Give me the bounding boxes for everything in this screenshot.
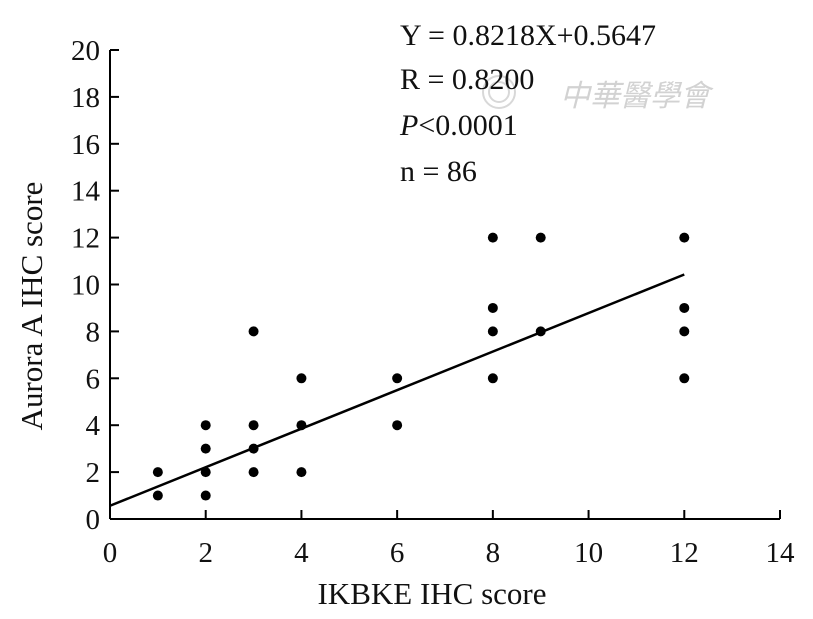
data-point [679,232,690,243]
data-point [679,326,690,337]
equation-annotation: Y = 0.8218X+0.5647 [400,19,656,52]
data-point [296,420,307,431]
data-point [535,326,546,337]
data-point [535,232,546,243]
y-tick-label: 2 [86,457,101,489]
data-point [200,443,211,454]
y-tick-label: 14 [71,176,101,208]
x-tick-label: 2 [198,537,213,569]
y-tick-label: 20 [71,35,100,67]
data-point [679,302,690,313]
data-point [248,443,259,454]
regression-line [109,273,685,507]
y-axis-label: Aurora A IHC score [14,182,49,431]
data-point [248,326,259,337]
x-ticks: 0 2 4 6 8 10 12 14 [103,510,795,569]
y-tick-label: 4 [86,410,101,442]
x-tick-label: 4 [294,537,309,569]
x-axis-label: IKBKE IHC score [317,576,546,611]
y-tick-label: 16 [71,129,100,161]
data-point [152,490,163,501]
data-point [200,490,211,501]
y-tick-label: 12 [71,223,100,255]
y-tick-label: 10 [71,270,100,302]
x-tick-label: 10 [574,537,603,569]
data-point [296,467,307,478]
p-value: <0.0001 [418,109,517,142]
data-point [200,420,211,431]
p-annotation: P<0.0001 [399,109,518,142]
data-point [200,467,211,478]
y-tick-label: 8 [86,316,101,348]
x-tick-label: 6 [390,537,405,569]
data-point [487,232,498,243]
p-symbol: P [399,109,418,142]
x-tick-label: 14 [766,537,796,569]
data-point [487,302,498,313]
watermark-seal [482,75,516,109]
x-tick-label: 8 [486,537,501,569]
watermark: 中華醫學會 [560,79,714,114]
x-tick-label: 0 [103,537,118,569]
data-point [248,467,259,478]
y-ticks: 0 2 4 6 8 10 12 14 16 18 20 [71,35,119,536]
data-point [392,373,403,384]
data-point [679,373,690,384]
x-tick-label: 12 [670,537,699,569]
data-point [248,420,259,431]
data-points [152,232,690,501]
y-tick-label: 6 [86,363,101,395]
data-point [152,467,163,478]
n-annotation: n = 86 [400,155,477,188]
data-point [487,373,498,384]
data-point [487,326,498,337]
data-point [296,373,307,384]
y-tick-label: 18 [71,82,100,114]
r-annotation: R = 0.8200 [400,63,534,96]
y-tick-label: 0 [86,504,101,536]
data-point [392,420,403,431]
